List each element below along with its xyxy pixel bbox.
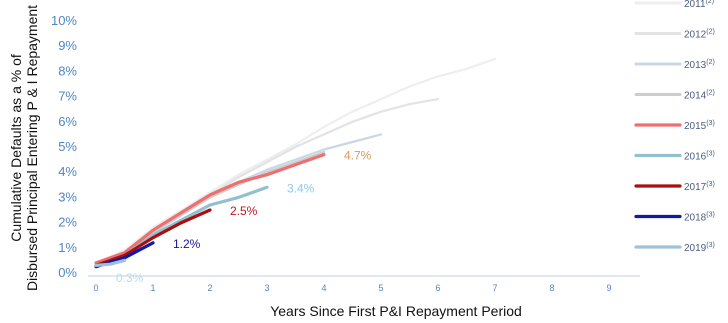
x-tick-label: 9 [606, 283, 611, 293]
y-tick-label: 6% [58, 114, 77, 129]
x-tick-label: 8 [549, 283, 554, 293]
legend-label-2014: 2014(2) [684, 90, 715, 102]
legend-series-name: 2012 [684, 30, 707, 41]
legend-series-note: (2) [706, 59, 715, 66]
legend-series-name: 2016 [684, 152, 707, 163]
y-tick-label: 10% [51, 13, 77, 28]
legend-label-2011: 2011(2) [684, 0, 714, 10]
y-tick-label: 7% [58, 89, 77, 104]
y-tick-label: 8% [58, 63, 77, 78]
legend-series-name: 2013 [684, 60, 707, 71]
y-tick-label: 2% [58, 215, 77, 230]
y-axis-title-line-1: Cumulative Defaults as a % of [8, 54, 24, 242]
series-line-2011 [94, 57, 497, 264]
legend: 2011(2)2012(2)2013(2)2014(2)2015(3)2016(… [634, 0, 715, 254]
legend-series-name: 2018 [684, 213, 707, 224]
x-tick-label: 6 [435, 283, 440, 293]
x-axis-title: Years Since First P&I Repayment Period [270, 303, 522, 319]
y-tick-label: 0% [58, 265, 77, 280]
series-end-labels: 4.7% 3.4% 2.5% 1.2% 0.3% [116, 149, 372, 285]
x-tick-label: 5 [378, 283, 383, 293]
legend-series-note: (3) [706, 212, 715, 219]
y-axis-title-line-2: Disbursed Principal Entering P & I Repay… [24, 5, 40, 291]
end-label-2019: 0.3% [116, 271, 144, 285]
legend-series-note: (2) [706, 90, 715, 97]
legend-label-2016: 2016(3) [684, 151, 715, 163]
legend-label-2015: 2015(3) [684, 120, 715, 132]
y-tick-label: 9% [58, 38, 77, 53]
x-axis-ticks: 0 1 2 3 4 5 6 7 8 9 [93, 283, 611, 293]
legend-series-name: 2017 [684, 182, 707, 193]
legend-label-2012: 2012(2) [684, 29, 715, 41]
y-axis-title: Cumulative Defaults as a % of Disbursed … [8, 5, 40, 291]
x-tick-label: 7 [492, 283, 497, 293]
x-tick-label: 0 [93, 283, 98, 293]
end-label-2017: 2.5% [230, 204, 258, 218]
legend-series-note: (2) [706, 29, 715, 36]
series-lines [94, 57, 497, 269]
x-tick-label: 3 [264, 283, 269, 293]
legend-series-name: 2014 [684, 91, 707, 102]
legend-series-name: 2011 [684, 0, 706, 10]
legend-series-note: (3) [706, 151, 715, 158]
legend-series-note: (3) [706, 181, 715, 188]
legend-series-name: 2015 [684, 121, 707, 132]
legend-series-name: 2019 [684, 243, 707, 254]
y-tick-label: 1% [58, 240, 77, 255]
end-label-2018: 1.2% [173, 237, 201, 251]
x-tick-label: 1 [150, 283, 155, 293]
legend-label-2017: 2017(3) [684, 181, 715, 193]
legend-series-note: (2) [706, 0, 715, 5]
y-axis-ticks: 0% 1% 2% 3% 4% 5% 6% 7% 8% 9% 10% [51, 13, 77, 280]
x-tick-label: 4 [321, 283, 326, 293]
legend-label-2019: 2019(3) [684, 242, 715, 254]
end-label-2015: 4.7% [344, 149, 372, 163]
legend-label-2013: 2013(2) [684, 59, 715, 71]
x-tick-label: 2 [207, 283, 212, 293]
series-line-2015 [94, 153, 326, 265]
y-tick-label: 3% [58, 189, 77, 204]
series-line-2019 [94, 258, 127, 267]
legend-series-note: (3) [706, 120, 715, 127]
end-label-2016: 3.4% [287, 181, 315, 195]
y-tick-label: 4% [58, 164, 77, 179]
series-line-2017 [94, 208, 212, 267]
y-tick-label: 5% [58, 139, 77, 154]
legend-series-note: (3) [706, 242, 715, 249]
legend-label-2018: 2018(3) [684, 212, 715, 224]
